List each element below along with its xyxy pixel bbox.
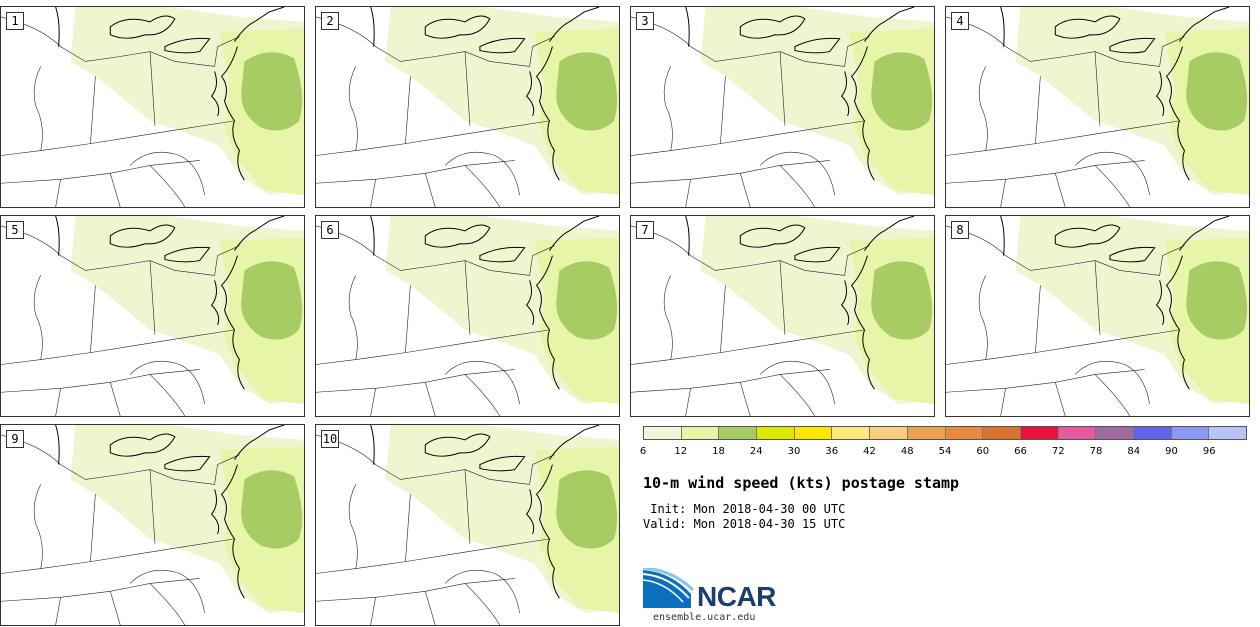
colorbar-ticks: 6 12 18 24 30 36 42 48 54 60 66 72 78 84 90 96: [639, 446, 1247, 460]
member-label: 6: [321, 221, 339, 239]
colorbar-swatch: [1209, 427, 1246, 439]
colorbar-tick: 36: [825, 446, 839, 457]
wind-map: [1, 7, 304, 207]
colorbar-tick: 84: [1127, 446, 1141, 457]
colorbar-swatch: [870, 427, 908, 439]
colorbar-tick: 78: [1089, 446, 1103, 457]
wind-map: [946, 7, 1249, 207]
wind-map: [316, 425, 619, 625]
postage-stamp-panel: 10: [315, 424, 620, 626]
colorbar-tick: 24: [749, 446, 763, 457]
wind-map: [1, 425, 304, 625]
colorbar-swatch: [1133, 427, 1172, 439]
wind-map: [946, 216, 1249, 416]
colorbar-swatch: [945, 427, 984, 439]
colorbar-tick: 72: [1051, 446, 1065, 457]
colorbar-swatch: [1096, 427, 1134, 439]
postage-stamp-panel: 7: [630, 215, 935, 417]
postage-stamp-panel: 4: [945, 6, 1250, 208]
colorbar-swatch: [644, 427, 682, 439]
colorbar-swatch: [681, 427, 720, 439]
colorbar-tick: 48: [900, 446, 914, 457]
colorbar-tick: 18: [712, 446, 725, 457]
plot-title: 10-m wind speed (kts) postage stamp: [643, 474, 960, 492]
colorbar-swatch: [832, 427, 871, 439]
colorbar-tick: 42: [863, 446, 876, 457]
colorbar-tick: 30: [787, 446, 801, 457]
ncar-logo-text: NCAR: [697, 581, 776, 612]
wind-map: [316, 7, 619, 207]
colorbar-tick: 90: [1165, 446, 1178, 457]
colorbar-tick: 6: [639, 446, 647, 457]
member-label: 2: [321, 12, 339, 30]
postage-stamp-panel: 1: [0, 6, 305, 208]
ncar-logo-icon: [643, 568, 695, 608]
postage-stamp-panel: 3: [630, 6, 935, 208]
postage-stamp-panel: 6: [315, 215, 620, 417]
colorbar-tick: 12: [674, 446, 688, 457]
colorbar-tick: 60: [976, 446, 990, 457]
wind-map: [316, 216, 619, 416]
colorbar-swatch: [757, 427, 795, 439]
ensemble-url: ensemble.ucar.edu: [653, 612, 756, 623]
member-label: 4: [951, 12, 969, 30]
colorbar-swatch: [1020, 427, 1059, 439]
colorbar-tick: 54: [938, 446, 952, 457]
member-label: 9: [6, 430, 24, 448]
member-label: 10: [321, 430, 339, 448]
colorbar-swatch: [1058, 427, 1097, 439]
colorbar-swatch: [1171, 427, 1210, 439]
colorbar-swatch: [983, 427, 1021, 439]
colorbar-swatch: [794, 427, 833, 439]
member-label: 7: [636, 221, 654, 239]
postage-stamp-panel: 9: [0, 424, 305, 626]
colorbar-tick: 96: [1202, 446, 1216, 457]
colorbar: [643, 426, 1247, 440]
member-label: 3: [636, 12, 654, 30]
valid-time: Valid: Mon 2018-04-30 15 UTC: [643, 517, 846, 531]
colorbar-swatch: [907, 427, 946, 439]
wind-map: [631, 216, 934, 416]
colorbar-swatch: [719, 427, 758, 439]
wind-map: [1, 216, 304, 416]
member-label: 5: [6, 221, 24, 239]
postage-stamp-panel: 8: [945, 215, 1250, 417]
member-label: 1: [6, 12, 24, 30]
member-label: 8: [951, 221, 969, 239]
colorbar-tick: 66: [1014, 446, 1027, 457]
wind-map: [631, 7, 934, 207]
init-time: Init: Mon 2018-04-30 00 UTC: [643, 502, 846, 516]
postage-stamp-panel: 2: [315, 6, 620, 208]
postage-stamp-panel: 5: [0, 215, 305, 417]
